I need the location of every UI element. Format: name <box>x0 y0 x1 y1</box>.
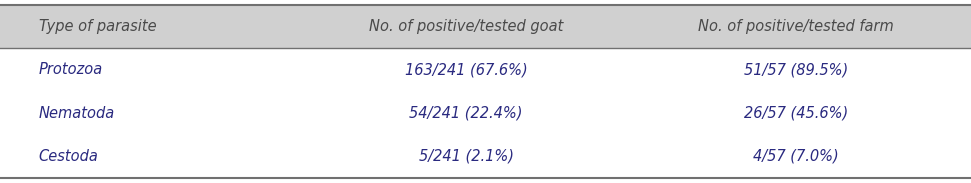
Text: No. of positive/tested farm: No. of positive/tested farm <box>698 20 894 34</box>
Text: Type of parasite: Type of parasite <box>39 20 156 34</box>
Text: Cestoda: Cestoda <box>39 149 99 163</box>
Text: 26/57 (45.6%): 26/57 (45.6%) <box>744 106 849 120</box>
Text: 163/241 (67.6%): 163/241 (67.6%) <box>405 63 527 77</box>
Text: 5/241 (2.1%): 5/241 (2.1%) <box>419 149 514 163</box>
Text: 54/241 (22.4%): 54/241 (22.4%) <box>410 106 522 120</box>
Text: Protozoa: Protozoa <box>39 63 103 77</box>
Text: No. of positive/tested goat: No. of positive/tested goat <box>369 20 563 34</box>
Text: 51/57 (89.5%): 51/57 (89.5%) <box>744 63 849 77</box>
Text: 4/57 (7.0%): 4/57 (7.0%) <box>753 149 839 163</box>
Bar <box>0 5 971 48</box>
Text: Nematoda: Nematoda <box>39 106 116 120</box>
